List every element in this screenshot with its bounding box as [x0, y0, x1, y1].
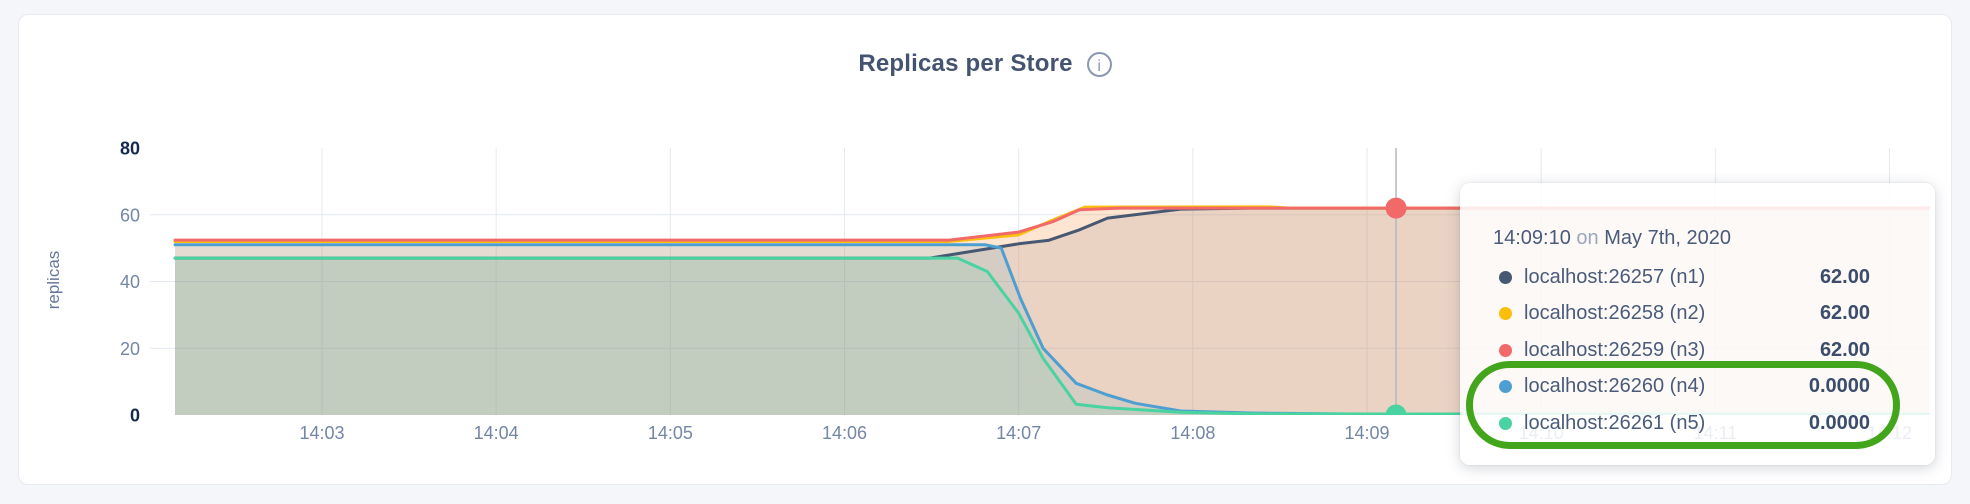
series-color-dot — [1499, 343, 1512, 357]
tooltip-series-list: localhost:26257 (n1) 62.00 localhost:26258… — [1493, 259, 1870, 442]
y-tick-label: 0 — [130, 406, 140, 426]
y-tick-label: 80 — [120, 139, 140, 159]
y-tick-label: 60 — [120, 205, 140, 225]
chart-header: Replicas per Store i — [18, 48, 1952, 80]
x-tick-label: 14:03 — [299, 423, 344, 443]
series-value: 62.00 — [1819, 265, 1870, 288]
series-color-dot — [1499, 270, 1512, 284]
chart-title: Replicas per Store — [858, 50, 1073, 77]
tooltip-row: localhost:26261 (n5) 0.0000 — [1493, 405, 1870, 442]
x-tick-label: 14:07 — [996, 423, 1041, 443]
x-tick-label: 14:09 — [1344, 423, 1389, 443]
tooltip-conjunction: on — [1576, 227, 1599, 249]
tooltip-row: localhost:26260 (n4) 0.0000 — [1493, 369, 1870, 406]
tooltip-row: localhost:26257 (n1) 62.00 — [1493, 259, 1870, 296]
y-tick-label: 40 — [120, 272, 140, 292]
tooltip-row: localhost:26259 (n3) 62.00 — [1493, 332, 1870, 369]
tooltip-date: May 7th, 2020 — [1604, 227, 1731, 249]
y-axis-title: replicas — [44, 251, 63, 310]
hover-point-localhost:26259 (n3) — [1385, 197, 1407, 219]
tooltip-timestamp: 14:09:10 on May 7th, 2020 — [1493, 225, 1870, 251]
info-icon[interactable]: i — [1086, 51, 1112, 77]
series-color-dot — [1499, 416, 1512, 430]
x-tick-label: 14:04 — [474, 423, 519, 443]
series-area-localhost:26260 (n4) — [175, 244, 1930, 415]
chart-hover-tooltip: 14:09:10 on May 7th, 2020 localhost:2625… — [1460, 183, 1935, 465]
tooltip-row: localhost:26258 (n2) 62.00 — [1493, 296, 1870, 333]
series-value: 0.0000 — [1808, 411, 1870, 434]
series-label: localhost:26257 (n1) — [1524, 265, 1706, 288]
series-label: localhost:26259 (n3) — [1524, 338, 1706, 361]
x-tick-label: 14:08 — [1170, 423, 1215, 443]
series-color-dot — [1499, 307, 1512, 321]
hover-markers — [1385, 197, 1407, 415]
series-area-localhost:26261 (n5) — [175, 258, 1930, 415]
x-tick-label: 14:05 — [648, 423, 693, 443]
hover-point-localhost:26261 (n5) — [1385, 404, 1407, 415]
tooltip-time: 14:09:10 — [1493, 227, 1571, 249]
series-label: localhost:26258 (n2) — [1524, 302, 1706, 325]
series-value: 0.0000 — [1808, 375, 1870, 398]
y-tick-label: 20 — [120, 339, 140, 359]
series-value: 62.00 — [1819, 302, 1870, 325]
series-color-dot — [1499, 380, 1512, 394]
series-value: 62.00 — [1819, 338, 1870, 361]
series-line-localhost:26259 (n3) — [173, 206, 1930, 242]
series-line-localhost:26261 (n5) — [173, 256, 1930, 415]
series-label: localhost:26261 (n5) — [1524, 411, 1706, 434]
series-label: localhost:26260 (n4) — [1524, 375, 1706, 398]
x-tick-label: 14:06 — [822, 423, 867, 443]
